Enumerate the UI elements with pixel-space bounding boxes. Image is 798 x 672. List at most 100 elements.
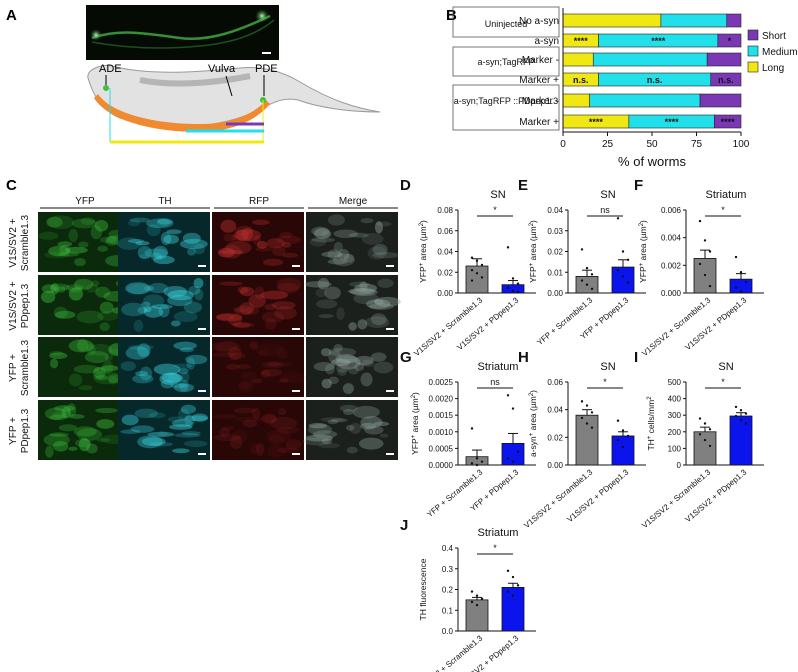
y-tick-label: 0.2 (442, 586, 454, 595)
significance-label: ns (490, 377, 500, 387)
c-signal-blob (181, 431, 201, 436)
c-signal-blob (129, 217, 151, 223)
c-signal-blob (93, 370, 120, 385)
c-signal-blob (260, 368, 283, 377)
y-tick-label: 0.03 (547, 227, 563, 236)
c-signal-blob (225, 363, 240, 370)
c-row-label-line1: YFP + (8, 417, 19, 445)
c-signal-blob (50, 283, 59, 295)
c-signal-blob (90, 225, 103, 240)
c-signal-blob (333, 241, 343, 253)
b-bar-medium (660, 13, 728, 28)
b-group-box (452, 84, 560, 131)
c-signal-blob (367, 246, 387, 260)
y-axis-label-part: a-syn (528, 436, 538, 457)
c-micrograph (306, 212, 398, 272)
y-axis-label-part: area (µm (528, 226, 538, 263)
panel-letter-d: D (400, 177, 411, 194)
y-tick-label: 300 (668, 411, 682, 420)
c-signal-blob (276, 361, 293, 367)
c-signal-blob (173, 363, 193, 369)
c-signal-blob (61, 406, 71, 419)
y-axis-label-part: cells/mm (646, 400, 656, 436)
c-signal-blob (43, 433, 70, 447)
ade-fluorescence-spot (90, 29, 102, 41)
c-signal-blob (225, 240, 252, 255)
c-signal-blob (352, 405, 380, 419)
c-signal-blob (153, 363, 181, 376)
c-signal-blob (337, 368, 347, 376)
y-tick-label: 0.02 (547, 433, 563, 442)
c-signal-blob (46, 216, 63, 228)
data-point (470, 279, 474, 282)
data-point (616, 438, 620, 442)
c-micrograph (118, 337, 210, 397)
y-tick-label: 500 (668, 378, 682, 387)
c-signal-blob (333, 229, 358, 239)
c-micrograph (38, 275, 130, 335)
data-point (511, 407, 515, 410)
bar (611, 435, 635, 466)
c-signal-blob (71, 218, 98, 229)
c-signal-blob (349, 281, 370, 287)
data-point (626, 258, 630, 261)
c-signal-blob (218, 249, 244, 255)
data-point (511, 575, 515, 579)
c-signal-blob (211, 352, 238, 357)
c-signal-blob (67, 286, 83, 293)
data-point (470, 268, 474, 272)
c-signal-blob (97, 310, 120, 321)
c-scale-bar (386, 390, 394, 392)
c-signal-blob (76, 310, 104, 324)
c-signal-blob (180, 372, 190, 383)
c-signal-blob (235, 416, 263, 423)
c-signal-blob (348, 232, 369, 238)
c-signal-blob (78, 385, 93, 391)
c-column-label: Merge (339, 196, 368, 207)
c-signal-blob (362, 359, 375, 367)
c-signal-blob (163, 285, 188, 298)
c-signal-blob (132, 374, 154, 384)
c-signal-blob (58, 424, 77, 432)
c-signal-blob (360, 372, 373, 387)
c-signal-blob (339, 404, 358, 412)
c-signal-blob (52, 411, 67, 418)
c-signal-blob (139, 366, 153, 381)
significance-label: * (721, 205, 725, 215)
c-signal-blob (120, 361, 136, 371)
c-row-label-line1: V1S/SV2 + (8, 218, 19, 267)
c-scale-bar (198, 265, 206, 267)
y-axis-label: YFP+ area (µm2) (410, 392, 420, 455)
y-tick-label: 0.0 (442, 627, 454, 636)
c-signal-blob (177, 367, 189, 375)
data-point (744, 412, 748, 415)
c-scale-bar (292, 390, 300, 392)
c-signal-blob (336, 363, 350, 373)
c-signal-blob (86, 343, 96, 356)
c-scale-bar (386, 453, 394, 455)
c-signal-blob (78, 241, 89, 248)
panel-letter-i: I (634, 349, 638, 366)
c-signal-blob (277, 447, 300, 454)
c-signal-blob (66, 283, 85, 291)
c-signal-blob (350, 288, 378, 296)
c-signal-blob (160, 232, 172, 246)
c-signal-blob (173, 311, 198, 323)
data-point (470, 427, 474, 430)
c-signal-blob (96, 419, 115, 429)
c-signal-blob (212, 414, 238, 419)
c-signal-blob (353, 292, 379, 305)
c-signal-blob (148, 412, 166, 419)
y-axis-label-part: 2 (639, 222, 645, 226)
b-significance-label: **** (651, 36, 666, 46)
c-signal-blob (307, 423, 333, 436)
c-signal-blob (270, 416, 298, 430)
y-tick-label: 0.04 (437, 248, 453, 257)
data-point (511, 289, 515, 293)
c-signal-blob (170, 320, 181, 327)
c-signal-blob (364, 425, 384, 435)
y-axis-label-part: + (647, 435, 653, 439)
panel-letter-b: B (446, 7, 457, 24)
c-signal-blob (330, 418, 348, 423)
